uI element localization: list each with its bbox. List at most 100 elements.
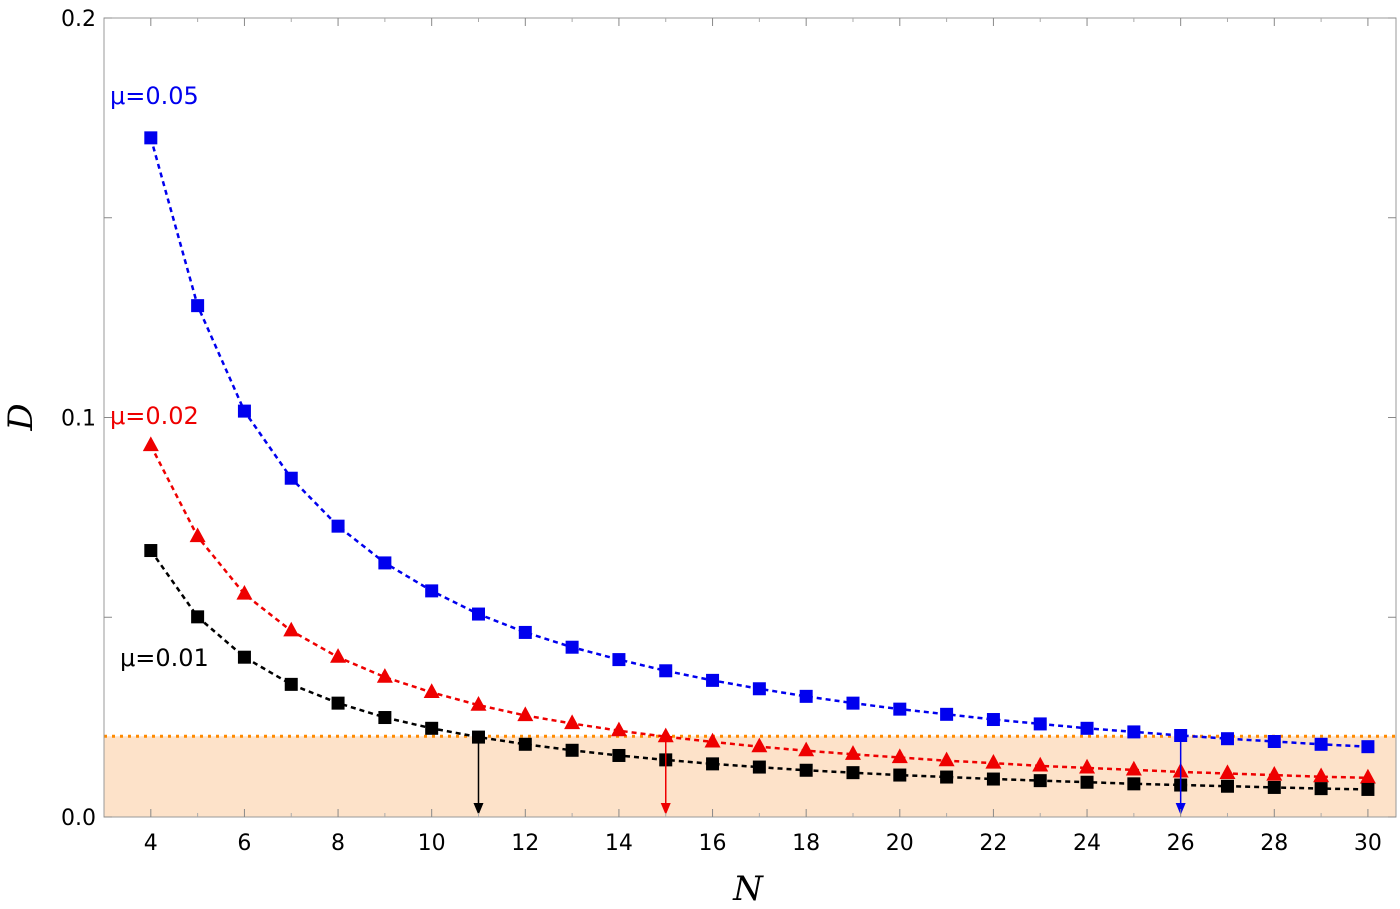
data-point — [423, 683, 440, 698]
series-line — [149, 444, 1368, 780]
x-tick-label: 28 — [1260, 831, 1288, 856]
data-point — [1127, 777, 1141, 791]
data-point — [1032, 756, 1049, 772]
series-label: μ=0.05 — [110, 82, 199, 110]
data-point — [610, 721, 627, 737]
data-point — [938, 751, 955, 767]
y-tick-label: 0.0 — [61, 806, 96, 831]
series-layer — [142, 131, 1376, 815]
plot-frame — [103, 17, 1397, 818]
data-point — [378, 556, 392, 570]
data-point — [1267, 780, 1281, 794]
data-point — [893, 702, 907, 716]
series-2 — [144, 544, 1375, 796]
data-point — [752, 760, 766, 774]
data-point — [1033, 717, 1047, 731]
series-label: μ=0.01 — [120, 644, 209, 672]
data-point — [798, 741, 815, 757]
data-point — [986, 713, 1000, 727]
data-point — [751, 737, 768, 753]
data-point — [1127, 725, 1141, 739]
y-tick-label: 0.1 — [61, 407, 96, 432]
data-point — [846, 766, 860, 780]
series-line — [149, 549, 1368, 791]
data-point — [986, 772, 1000, 786]
data-point — [565, 640, 579, 654]
data-point — [1080, 721, 1094, 735]
data-point — [378, 711, 392, 725]
data-point — [1359, 768, 1376, 784]
data-point — [844, 745, 861, 760]
data-point — [1361, 782, 1375, 796]
x-tick-label: 22 — [979, 831, 1007, 856]
data-point — [518, 737, 532, 751]
x-tick-label: 18 — [792, 831, 820, 856]
data-point — [612, 748, 626, 762]
data-point — [893, 768, 907, 782]
y-tick-label: 0.2 — [61, 7, 96, 32]
data-point — [1361, 740, 1375, 754]
data-point — [704, 732, 721, 748]
data-point — [659, 664, 673, 678]
data-point — [191, 299, 205, 313]
data-point — [657, 727, 674, 743]
series-0 — [144, 131, 1375, 754]
data-point — [891, 748, 908, 764]
data-point — [518, 625, 532, 639]
data-point — [799, 689, 813, 703]
threshold-region — [104, 736, 1396, 817]
series-label: μ=0.02 — [110, 402, 199, 430]
data-point — [706, 673, 720, 687]
data-point — [283, 621, 300, 637]
x-tick-label: 12 — [511, 831, 539, 856]
data-point — [752, 682, 766, 696]
data-point — [237, 404, 251, 418]
data-point — [1079, 758, 1096, 774]
data-point — [189, 527, 206, 543]
data-point — [846, 696, 860, 710]
data-point — [236, 584, 253, 600]
data-point — [1314, 782, 1328, 796]
x-tick-label: 14 — [605, 831, 633, 856]
data-point — [425, 584, 439, 598]
data-point — [1125, 760, 1142, 776]
series-line — [149, 137, 1368, 748]
data-point — [517, 706, 534, 722]
x-axis-title: N — [732, 869, 764, 909]
x-tick-label: 20 — [886, 831, 914, 856]
data-point — [331, 696, 345, 710]
x-tick-label: 6 — [237, 831, 251, 856]
data-point — [191, 610, 205, 624]
data-point — [1266, 765, 1283, 781]
data-point — [1220, 779, 1234, 793]
data-point — [565, 743, 579, 757]
data-point — [799, 763, 813, 777]
data-point — [471, 607, 485, 621]
data-point — [330, 648, 347, 663]
series-1 — [142, 436, 1376, 784]
data-point — [376, 668, 393, 683]
x-tick-label: 30 — [1354, 831, 1382, 856]
x-tick-label: 4 — [144, 831, 158, 856]
data-point — [284, 677, 298, 691]
crossing-arrow-head — [660, 803, 671, 815]
data-point — [1080, 775, 1094, 789]
data-point — [144, 544, 158, 558]
data-point — [1219, 764, 1236, 780]
data-point — [1313, 767, 1330, 783]
data-point — [425, 721, 439, 735]
data-point — [706, 757, 720, 771]
threshold-layer — [104, 734, 1396, 817]
data-point — [144, 131, 158, 145]
x-tick-label: 10 — [418, 831, 446, 856]
crossing-arrow-head — [473, 803, 484, 815]
y-axis-title: D — [1, 403, 41, 431]
data-point — [940, 707, 954, 721]
data-point — [331, 519, 345, 533]
data-point — [237, 650, 251, 664]
x-tick-label: 8 — [331, 831, 345, 856]
x-tick-label: 26 — [1167, 831, 1195, 856]
data-point — [564, 714, 581, 730]
data-point — [1314, 737, 1328, 751]
